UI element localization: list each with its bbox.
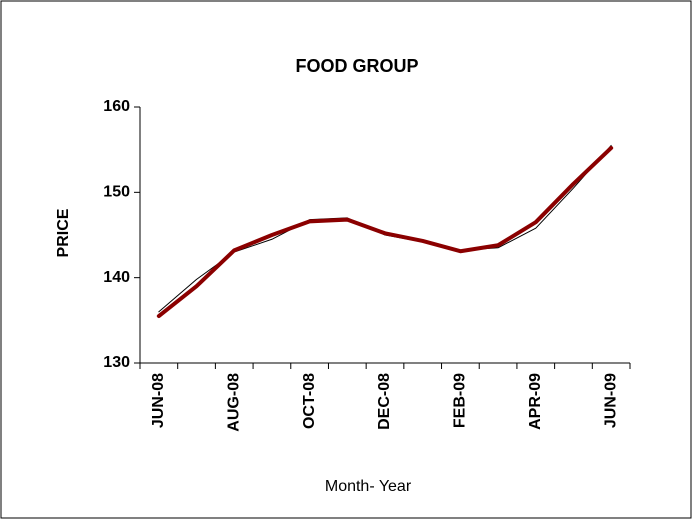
x-tick-label: JUN-08: [150, 373, 167, 428]
y-axis-label: PRICE: [55, 208, 72, 257]
y-tick-label: 130: [103, 354, 130, 371]
x-tick-label: DEC-08: [376, 373, 393, 430]
series-line: [156, 145, 614, 319]
x-tick-label: OCT-08: [301, 373, 318, 429]
chart-title: FOOD GROUP: [295, 56, 418, 76]
y-tick-label: 140: [103, 269, 130, 286]
y-tick-label: 150: [103, 184, 130, 201]
x-axis-label: Month- Year: [325, 478, 412, 495]
x-tick-label: JUN-09: [602, 373, 619, 428]
y-tick-label: 160: [103, 98, 130, 115]
x-tick-label: AUG-08: [225, 373, 242, 432]
x-tick-label: FEB-09: [452, 373, 469, 428]
x-tick-label: APR-09: [527, 373, 544, 430]
